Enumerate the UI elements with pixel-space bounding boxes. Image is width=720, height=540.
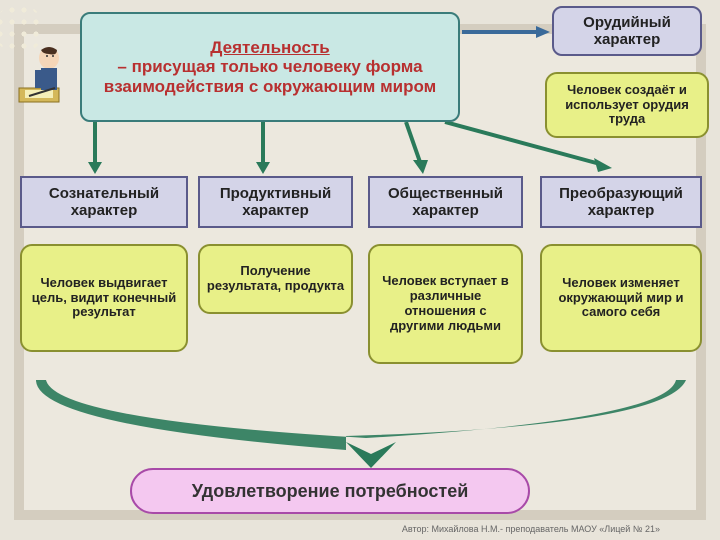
desc-transform-label: Человек изменяет окружающий мир и самого… [548,276,694,321]
final-label: Удовлетворение потребностей [192,481,469,502]
arrow-down-3 [398,122,438,176]
char-social-label: Общественный характер [376,185,515,220]
char-tool: Орудийный характер [552,6,702,56]
arrow-down-2 [248,122,278,176]
desc-tool-label: Человек создаёт и использует орудия труд… [553,83,701,128]
main-definition: Деятельность – присущая только человеку … [80,12,460,122]
desc-social-label: Человек вступает в различные отношения с… [376,274,515,334]
arrow-down-1 [80,122,110,176]
desc-productive: Получение результата, продукта [198,244,353,314]
char-conscious-label: Сознательный характер [28,185,180,220]
desc-conscious: Человек выдвигает цель, видит конечный р… [20,244,188,352]
char-productive-label: Продуктивный характер [206,185,345,220]
arrow-down-4 [440,122,620,176]
desc-transform: Человек изменяет окружающий мир и самого… [540,244,702,352]
desc-social: Человек вступает в различные отношения с… [368,244,523,364]
char-tool-label: Орудийный характер [560,14,694,49]
converge-arrow [26,376,696,472]
arrow-to-tool [462,22,552,42]
char-conscious: Сознательный характер [20,176,188,228]
char-transform: Преобразующий характер [540,176,702,228]
desc-productive-label: Получение результата, продукта [206,264,345,294]
person-illustration [14,40,76,110]
author-credit: Автор: Михайлова Н.М.- преподаватель МАО… [402,524,660,534]
char-social: Общественный характер [368,176,523,228]
desc-conscious-label: Человек выдвигает цель, видит конечный р… [28,276,180,321]
final-result: Удовлетворение потребностей [130,468,530,514]
char-transform-label: Преобразующий характер [548,185,694,220]
char-productive: Продуктивный характер [198,176,353,228]
